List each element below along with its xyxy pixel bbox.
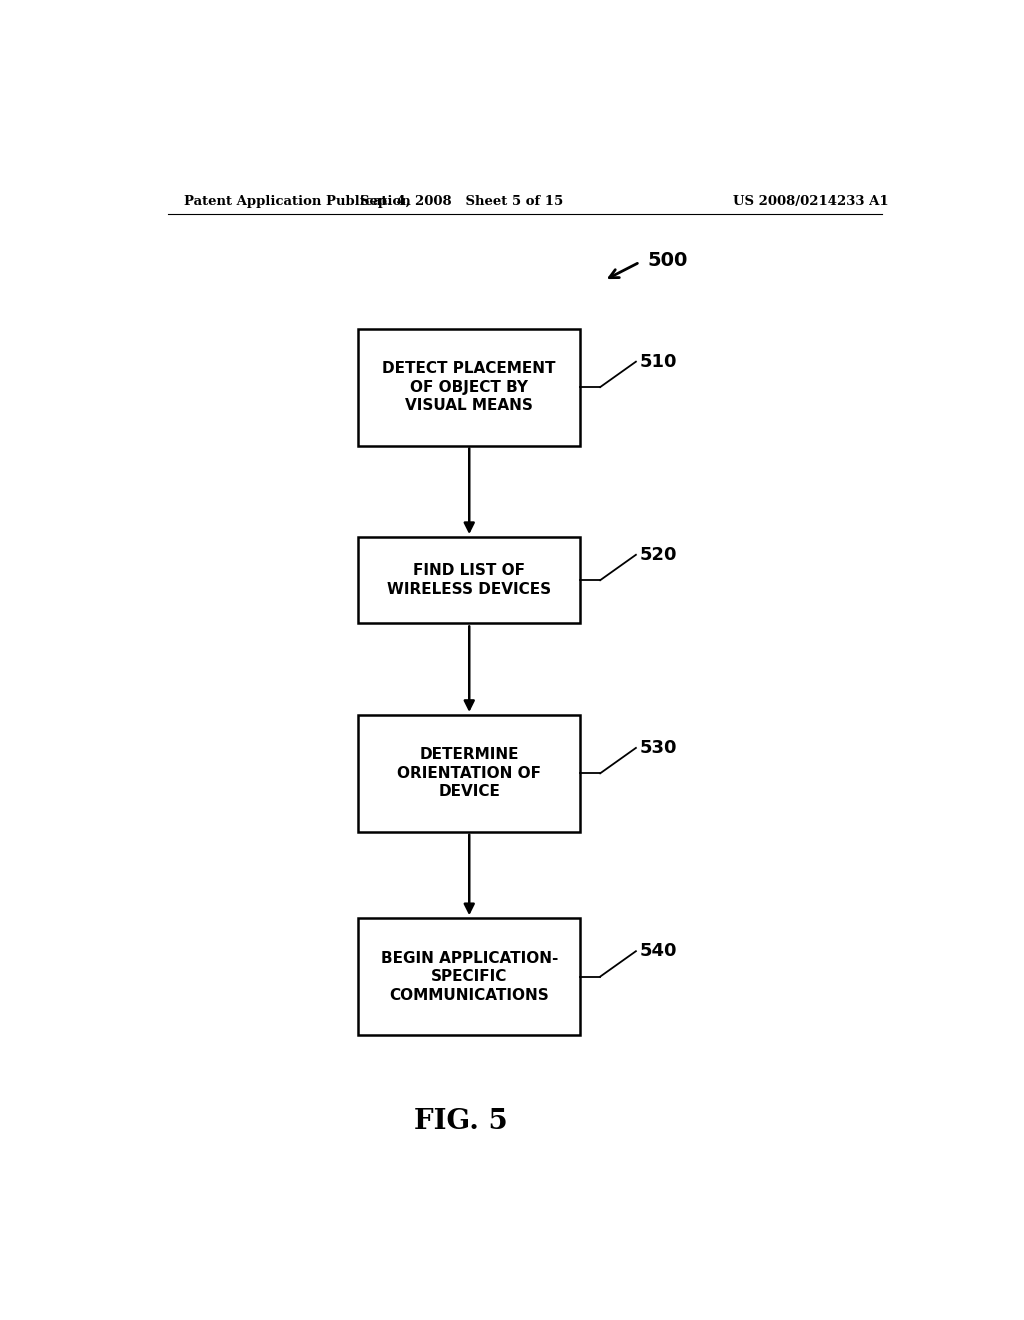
- Bar: [358, 919, 581, 1035]
- Text: DETERMINE
ORIENTATION OF
DEVICE: DETERMINE ORIENTATION OF DEVICE: [397, 747, 542, 800]
- Text: 500: 500: [648, 251, 688, 269]
- Bar: [358, 329, 581, 446]
- Text: 520: 520: [640, 545, 677, 564]
- Text: Patent Application Publication: Patent Application Publication: [183, 194, 411, 207]
- Text: DETECT PLACEMENT
OF OBJECT BY
VISUAL MEANS: DETECT PLACEMENT OF OBJECT BY VISUAL MEA…: [383, 360, 556, 413]
- Text: Sep. 4, 2008   Sheet 5 of 15: Sep. 4, 2008 Sheet 5 of 15: [359, 194, 563, 207]
- Text: 530: 530: [640, 739, 677, 756]
- Text: 510: 510: [640, 352, 677, 371]
- Text: 540: 540: [640, 942, 677, 960]
- Bar: [358, 537, 581, 623]
- Bar: [358, 715, 581, 832]
- Text: BEGIN APPLICATION-
SPECIFIC
COMMUNICATIONS: BEGIN APPLICATION- SPECIFIC COMMUNICATIO…: [381, 950, 558, 1003]
- Text: FIND LIST OF
WIRELESS DEVICES: FIND LIST OF WIRELESS DEVICES: [387, 564, 551, 597]
- Text: FIG. 5: FIG. 5: [415, 1109, 508, 1135]
- Text: US 2008/0214233 A1: US 2008/0214233 A1: [733, 194, 888, 207]
